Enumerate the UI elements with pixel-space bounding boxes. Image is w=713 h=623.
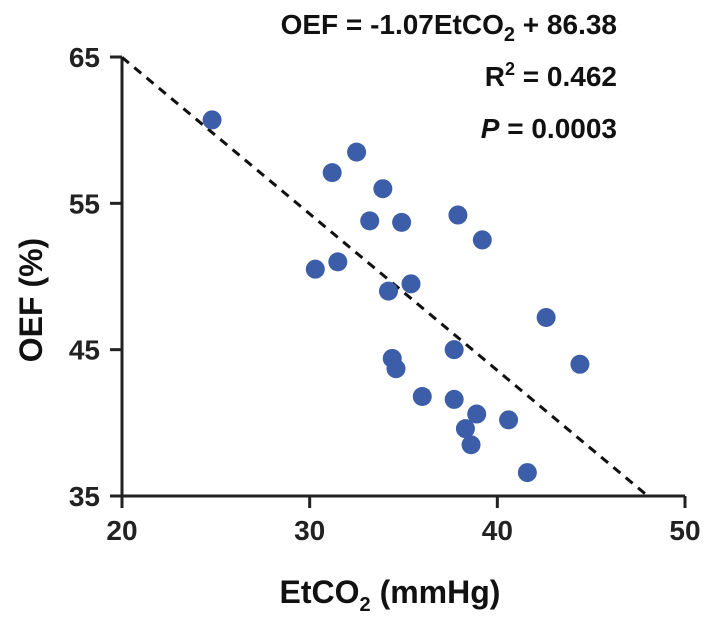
y-tick-label: 65: [69, 42, 100, 73]
y-axis-title: OEF (%): [13, 238, 49, 362]
x-tick-label: 40: [482, 515, 513, 546]
data-point: [455, 419, 475, 439]
p-value-label: P = 0.0003: [481, 113, 617, 144]
data-point: [373, 179, 393, 199]
equation-sub: 2: [504, 24, 515, 46]
r2-sup: 2: [505, 59, 515, 79]
x-tick-label: 30: [294, 515, 325, 546]
data-point: [378, 281, 398, 301]
data-point: [536, 307, 556, 327]
data-point: [444, 389, 464, 409]
x-axis-title-sub: 2: [360, 594, 371, 616]
p-suffix: = 0.0003: [499, 113, 617, 144]
x-tick-label: 50: [669, 515, 700, 546]
data-point: [517, 463, 537, 483]
data-point: [347, 142, 367, 162]
regression-line: [121, 56, 649, 498]
data-point: [499, 410, 519, 430]
y-tick-label: 35: [69, 481, 100, 512]
data-point: [392, 212, 412, 232]
points-layer: [202, 110, 590, 483]
x-axis-title-suffix: (mmHg): [371, 574, 501, 610]
r2-suffix: = 0.462: [515, 61, 617, 92]
data-point: [360, 211, 380, 231]
data-point: [328, 252, 348, 272]
axes: [120, 57, 685, 498]
data-point: [448, 205, 468, 225]
data-point: [444, 340, 464, 360]
regression-equation: OEF = -1.07EtCO2 + 86.38: [281, 9, 617, 46]
x-tick-label: 20: [106, 515, 137, 546]
p-label: P: [481, 113, 500, 144]
data-point: [412, 386, 432, 406]
x-axis-title: EtCO2 (mmHg): [280, 574, 501, 616]
data-point: [322, 163, 342, 183]
x-axis-title-main: EtCO: [280, 574, 360, 610]
data-point: [467, 404, 487, 424]
r2-label: R: [485, 61, 505, 92]
regression-layer: [121, 56, 649, 498]
r-squared-label: R2 = 0.462: [485, 59, 617, 92]
y-tick-label: 55: [69, 188, 100, 219]
data-point: [401, 274, 421, 294]
data-point: [461, 435, 481, 455]
equation-suffix: + 86.38: [515, 9, 617, 40]
data-point: [386, 359, 406, 379]
data-point: [305, 259, 325, 279]
data-point: [472, 230, 492, 250]
equation-prefix: OEF = -1.07EtCO: [281, 9, 504, 40]
y-tick-label: 45: [69, 335, 100, 366]
data-point: [202, 110, 222, 130]
data-point: [570, 354, 590, 374]
ticks: 35 45 55 65 20 30 40 50: [69, 42, 701, 546]
